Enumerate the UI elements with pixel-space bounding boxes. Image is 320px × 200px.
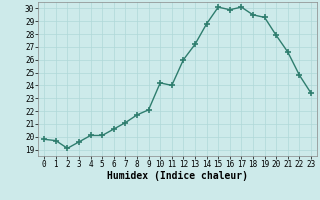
X-axis label: Humidex (Indice chaleur): Humidex (Indice chaleur): [107, 171, 248, 181]
